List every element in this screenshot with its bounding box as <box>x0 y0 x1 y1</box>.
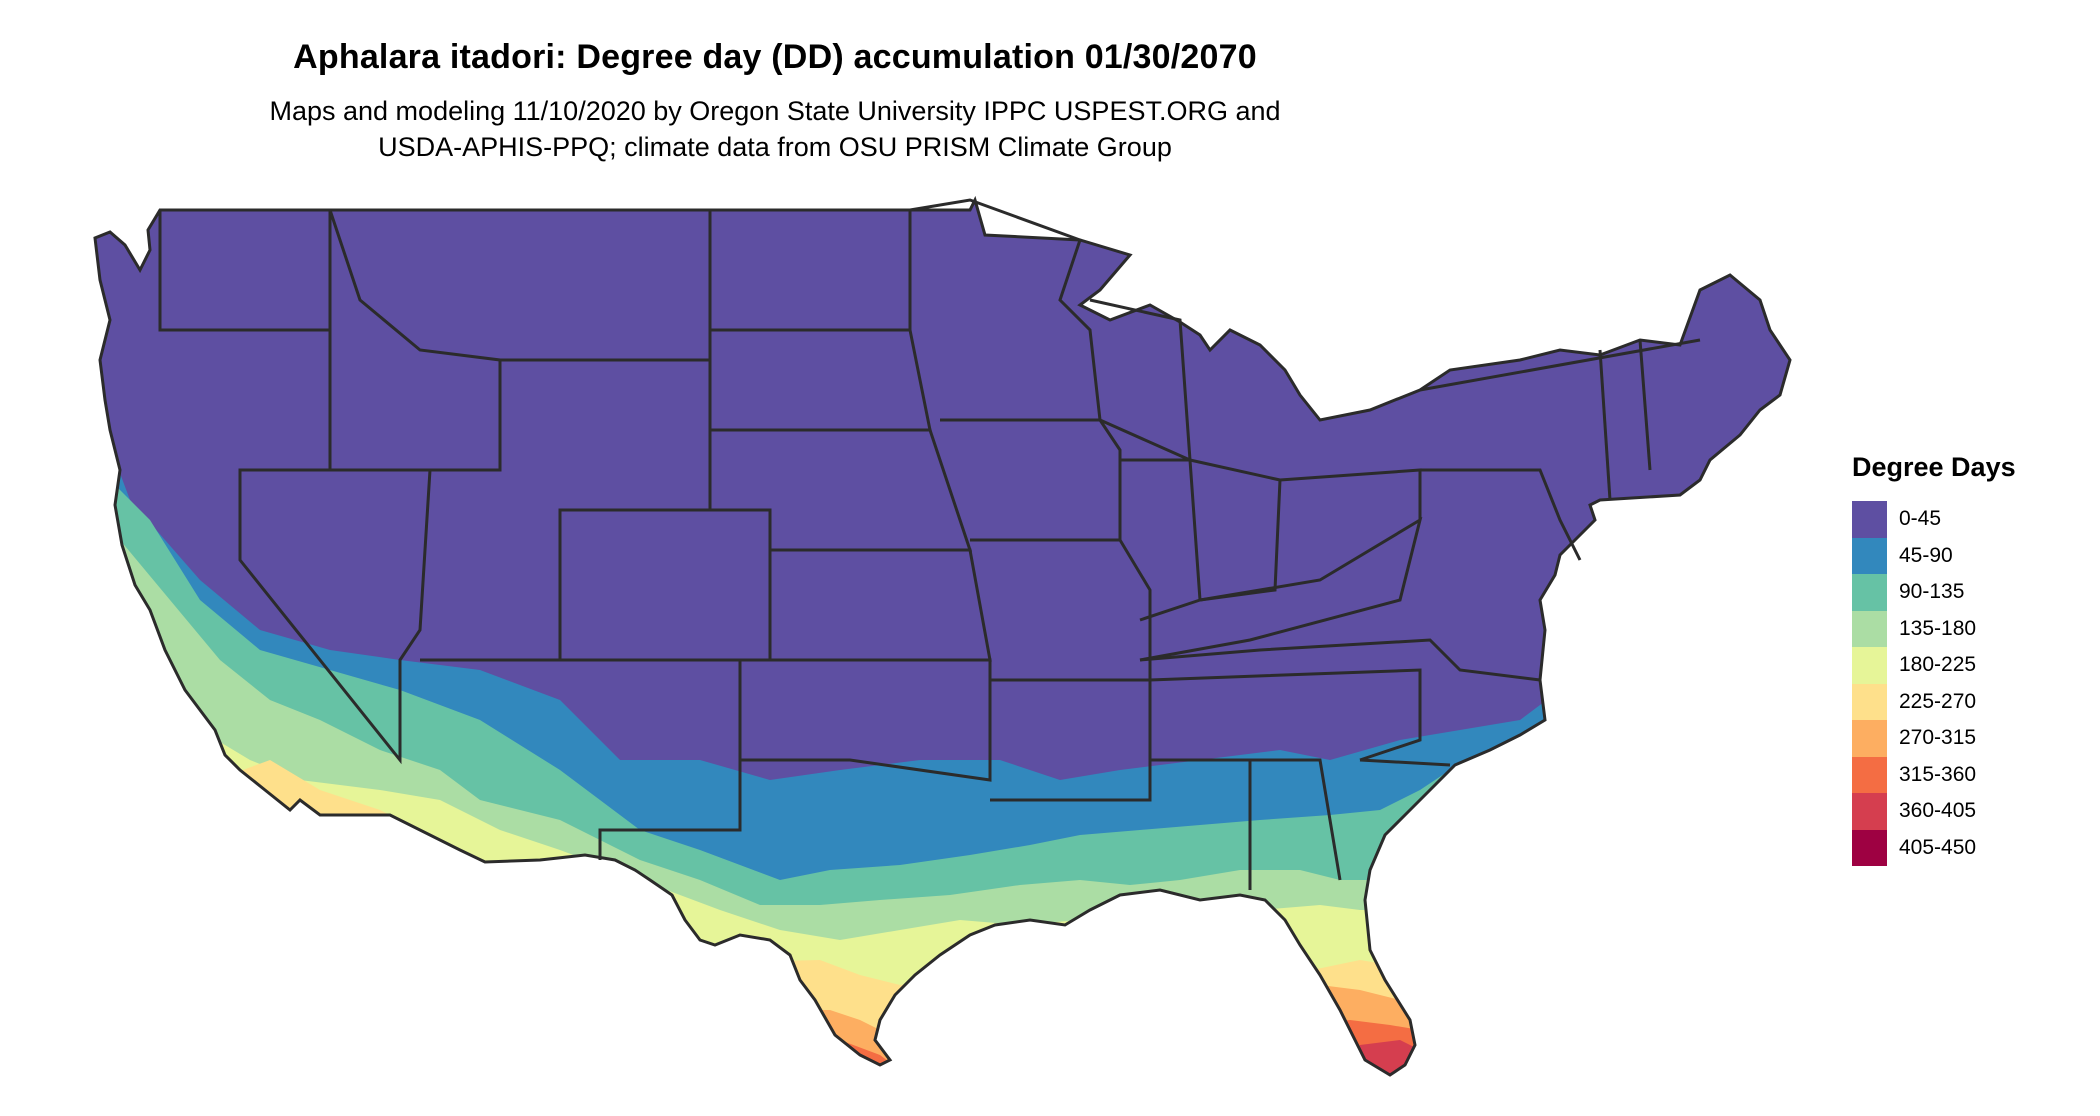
legend-label: 180-225 <box>1899 653 1977 677</box>
legend-item: 270-315 <box>1852 720 2082 757</box>
legend-label: 270-315 <box>1899 726 1977 750</box>
legend-swatch <box>1852 537 1887 574</box>
legend-swatch <box>1852 793 1887 830</box>
legend-swatch <box>1852 610 1887 647</box>
zone-360-405 <box>1340 1040 1420 1075</box>
map-legend: Degree Days 0-45 45-90 90-135 135-180 18… <box>1852 452 2082 866</box>
map-subtitle-line1: Maps and modeling 11/10/2020 by Oregon S… <box>269 96 1281 126</box>
zone-270-315 <box>95 985 1560 1075</box>
legend-item: 405-450 <box>1852 829 2082 866</box>
legend-item: 135-180 <box>1852 610 2082 647</box>
map-subtitle-line2: USDA-APHIS-PPQ; climate data from OSU PR… <box>378 132 1172 162</box>
legend-label: 90-135 <box>1899 580 1965 604</box>
legend-label: 0-45 <box>1899 507 1942 531</box>
legend-label: 360-405 <box>1899 799 1977 823</box>
legend-swatch <box>1852 756 1887 793</box>
legend-swatch <box>1852 501 1887 538</box>
legend-item: 180-225 <box>1852 647 2082 684</box>
legend-label: 405-450 <box>1899 835 1977 859</box>
legend-item: 45-90 <box>1852 537 2082 574</box>
legend-item: 360-405 <box>1852 793 2082 830</box>
legend-swatch <box>1852 683 1887 720</box>
legend-swatch <box>1852 574 1887 611</box>
legend-item: 90-135 <box>1852 574 2082 611</box>
legend-label: 315-360 <box>1899 762 1977 786</box>
state-boundaries <box>93 198 1792 1077</box>
legend-item: 315-360 <box>1852 756 2082 793</box>
legend-swatch <box>1852 647 1887 684</box>
legend-title: Degree Days <box>1852 452 2016 482</box>
zone-315-360 <box>95 1020 1560 1075</box>
legend-swatch <box>1852 829 1887 866</box>
legend-item: 225-270 <box>1852 683 2082 720</box>
legend-label: 225-270 <box>1899 689 1977 713</box>
legend-label: 45-90 <box>1899 543 1953 567</box>
legend-swatch <box>1852 720 1887 757</box>
map-title: Aphalara itadori: Degree day (DD) accumu… <box>293 38 1257 76</box>
legend-item: 0-45 <box>1852 501 2082 538</box>
legend-label: 135-180 <box>1899 616 1977 640</box>
